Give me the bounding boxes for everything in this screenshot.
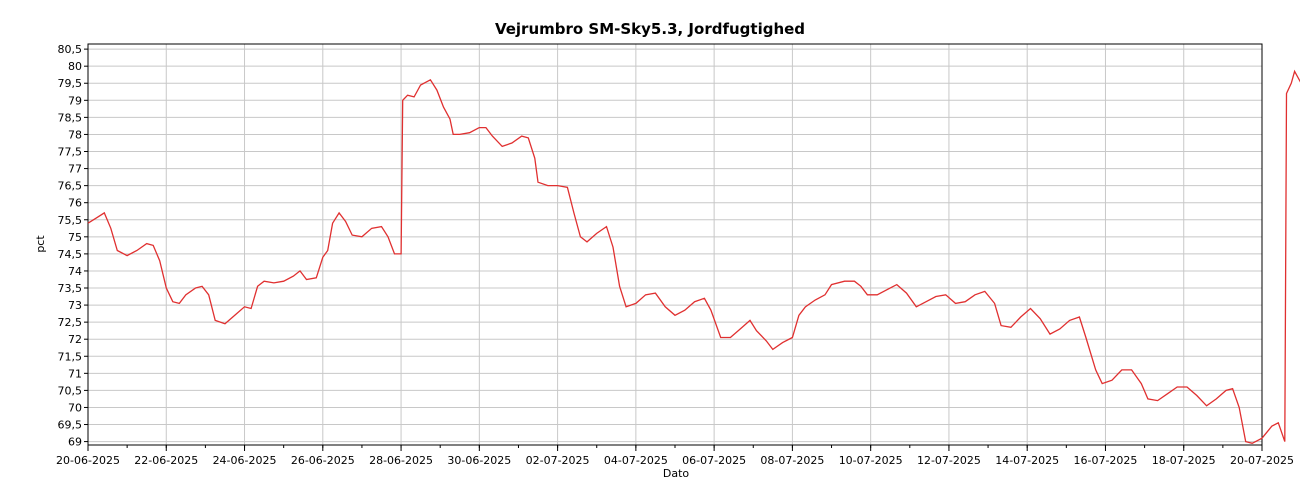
chart-title: Vejrumbro SM-Sky5.3, Jordfugtighed — [495, 20, 805, 38]
y-tick-label: 74,5 — [58, 248, 83, 261]
y-tick-label: 78 — [68, 128, 82, 141]
y-tick-label: 80,5 — [58, 43, 83, 56]
x-tick-label: 16-07-2025 — [1073, 454, 1137, 467]
x-tick-label: 14-07-2025 — [995, 454, 1059, 467]
y-tick-label: 80 — [68, 60, 82, 73]
y-tick-label: 70 — [68, 401, 82, 414]
x-tick-label: 12-07-2025 — [917, 454, 981, 467]
y-tick-label: 69 — [68, 436, 82, 449]
y-tick-label: 79 — [68, 94, 82, 107]
y-axis-label: pct — [34, 235, 47, 253]
x-tick-label: 10-07-2025 — [839, 454, 903, 467]
y-tick-label: 69,5 — [58, 419, 83, 432]
y-tick-label: 79,5 — [58, 77, 83, 90]
grid — [87, 44, 1263, 445]
y-tick-label: 72,5 — [58, 316, 83, 329]
x-tick-label: 18-07-2025 — [1152, 454, 1216, 467]
y-tick-label: 74 — [68, 265, 82, 278]
series-layer — [87, 69, 1300, 444]
y-tick-label: 73 — [68, 299, 82, 312]
y-tick-label: 76 — [68, 197, 82, 210]
x-tick-label: 22-06-2025 — [134, 454, 198, 467]
y-tick-label: 77 — [68, 163, 82, 176]
x-tick-label: 26-06-2025 — [291, 454, 355, 467]
y-tick-label: 76,5 — [58, 180, 83, 193]
x-tick-label: 02-07-2025 — [526, 454, 590, 467]
y-tick-label: 77,5 — [58, 146, 83, 159]
x-tick-label: 20-06-2025 — [56, 454, 120, 467]
tick-labels: 69 69,5 70 70,5 71 71,5 72 72,5 73 73,5 74 74,5 75 75… — [56, 43, 1294, 467]
y-tick-label: 75 — [68, 231, 82, 244]
x-tick-label: 30-06-2025 — [447, 454, 511, 467]
plot-frame — [87, 43, 1263, 446]
y-tick-label: 71,5 — [58, 350, 83, 363]
x-axis-label: Dato — [663, 467, 690, 480]
y-tick-label: 78,5 — [58, 111, 83, 124]
x-tick-label: 08-07-2025 — [760, 454, 824, 467]
y-tick-label: 71 — [68, 367, 82, 380]
x-tick-label: 06-07-2025 — [682, 454, 746, 467]
axes — [84, 43, 1263, 451]
y-tick-label: 72 — [68, 333, 82, 346]
x-tick-label: 20-07-2025 — [1230, 454, 1294, 467]
series-line — [87, 69, 1300, 444]
x-tick-label: 04-07-2025 — [604, 454, 668, 467]
y-tick-label: 73,5 — [58, 282, 83, 295]
x-tick-label: 24-06-2025 — [213, 454, 277, 467]
x-tick-label: 28-06-2025 — [369, 454, 433, 467]
y-tick-label: 75,5 — [58, 214, 83, 227]
y-tick-label: 70,5 — [58, 384, 83, 397]
